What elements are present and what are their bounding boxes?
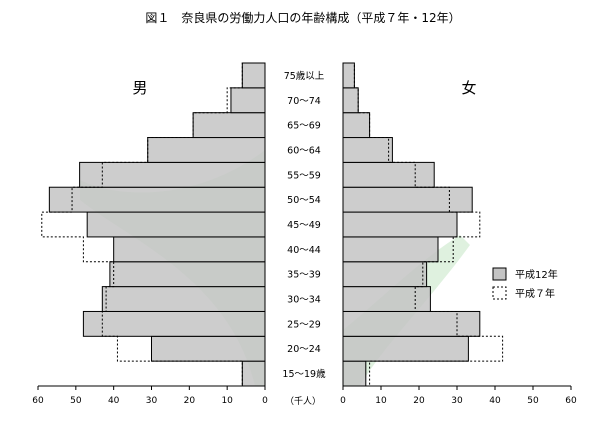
- female-tick-label-40: 40: [489, 396, 501, 406]
- female-bar-10: [342, 112, 371, 139]
- female-1995-outline: [343, 62, 504, 387]
- legend-label-2000: 平成12年: [515, 268, 558, 281]
- female-tick-label-30: 30: [451, 396, 463, 406]
- male-tick-label-60: 60: [32, 396, 44, 406]
- age-label-2: 25～29: [287, 319, 321, 330]
- age-label-12: 75歳以上: [284, 70, 325, 82]
- male-bar-10: [192, 112, 266, 139]
- male-label: 男: [132, 79, 147, 97]
- age-label-4: 35～39: [287, 270, 321, 281]
- age-label-10: 65～69: [287, 121, 321, 132]
- male-bar-1: [151, 335, 266, 362]
- female-bar-5: [342, 236, 439, 263]
- male-bar-4: [109, 261, 266, 288]
- legend-swatch-2000: [492, 267, 507, 281]
- male-bars: [48, 62, 266, 387]
- age-label-7: 50～54: [287, 195, 321, 206]
- male-bar-0: [241, 360, 266, 387]
- female-bar-3: [342, 286, 431, 312]
- female-tick-label-50: 50: [527, 396, 539, 406]
- male-bar-3: [101, 286, 266, 312]
- female-bar-8: [342, 161, 435, 188]
- male-tick-label-50: 50: [70, 396, 82, 406]
- female-tick-label-10: 10: [375, 396, 387, 406]
- age-label-8: 55～59: [287, 170, 321, 181]
- female-bar-0: [342, 360, 367, 387]
- male-tick-label-40: 40: [108, 396, 120, 406]
- female-bar-4: [342, 261, 428, 288]
- female-tick-label-0: 0: [340, 396, 346, 406]
- male-bar-7: [48, 186, 266, 213]
- male-1995-line: [41, 62, 265, 387]
- male-bar-5: [113, 236, 266, 263]
- legend-label-1995: 平成７年: [515, 287, 555, 300]
- unit-label: （千人）: [285, 396, 321, 407]
- female-bar-12: [342, 62, 355, 89]
- female-bar-9: [342, 137, 393, 163]
- female-bar-7: [342, 186, 473, 213]
- male-1995-outline: [41, 62, 265, 387]
- female-bar-11: [342, 87, 359, 114]
- male-bar-6: [86, 211, 266, 238]
- female-bar-2: [342, 310, 481, 337]
- legend: 平成12年 平成７年: [492, 267, 558, 300]
- female-bar-6: [342, 211, 458, 238]
- male-bar-12: [241, 62, 266, 89]
- male-bar-11: [230, 87, 266, 114]
- age-label-1: 20～24: [287, 344, 321, 355]
- male-bar-2: [82, 310, 266, 337]
- male-tick-label-20: 20: [184, 396, 196, 406]
- female-tick-label-60: 60: [565, 396, 577, 406]
- age-label-6: 45～49: [287, 220, 321, 231]
- x-axes: 0 0 10 10 20 20 30 30 40 40 50 50 60 60: [32, 385, 577, 406]
- legend-swatch-1995: [492, 286, 507, 300]
- age-label-0: 15～19歳: [282, 368, 326, 380]
- age-label-9: 60～64: [287, 145, 321, 156]
- age-label-5: 40～44: [287, 245, 321, 256]
- age-labels: 15～19歳 20～24 25～29 30～34 35～39 40～44 45～49 50～5…: [282, 70, 326, 380]
- female-bar-1: [342, 335, 469, 362]
- female-bars: [342, 62, 481, 387]
- male-tick-label-10: 10: [221, 396, 233, 406]
- male-tick-label-0: 0: [262, 396, 268, 406]
- male-bar-8: [79, 161, 266, 188]
- age-label-11: 70～74: [287, 96, 321, 107]
- male-bar-9: [147, 137, 266, 163]
- age-label-3: 30～34: [287, 295, 321, 306]
- female-label: 女: [461, 79, 476, 97]
- female-tick-label-20: 20: [413, 396, 425, 406]
- chart-title: 図１ 奈良県の労働力人口の年齢構成（平成７年・12年）: [145, 10, 460, 25]
- male-tick-label-30: 30: [146, 396, 158, 406]
- female-1995-line: [343, 62, 504, 387]
